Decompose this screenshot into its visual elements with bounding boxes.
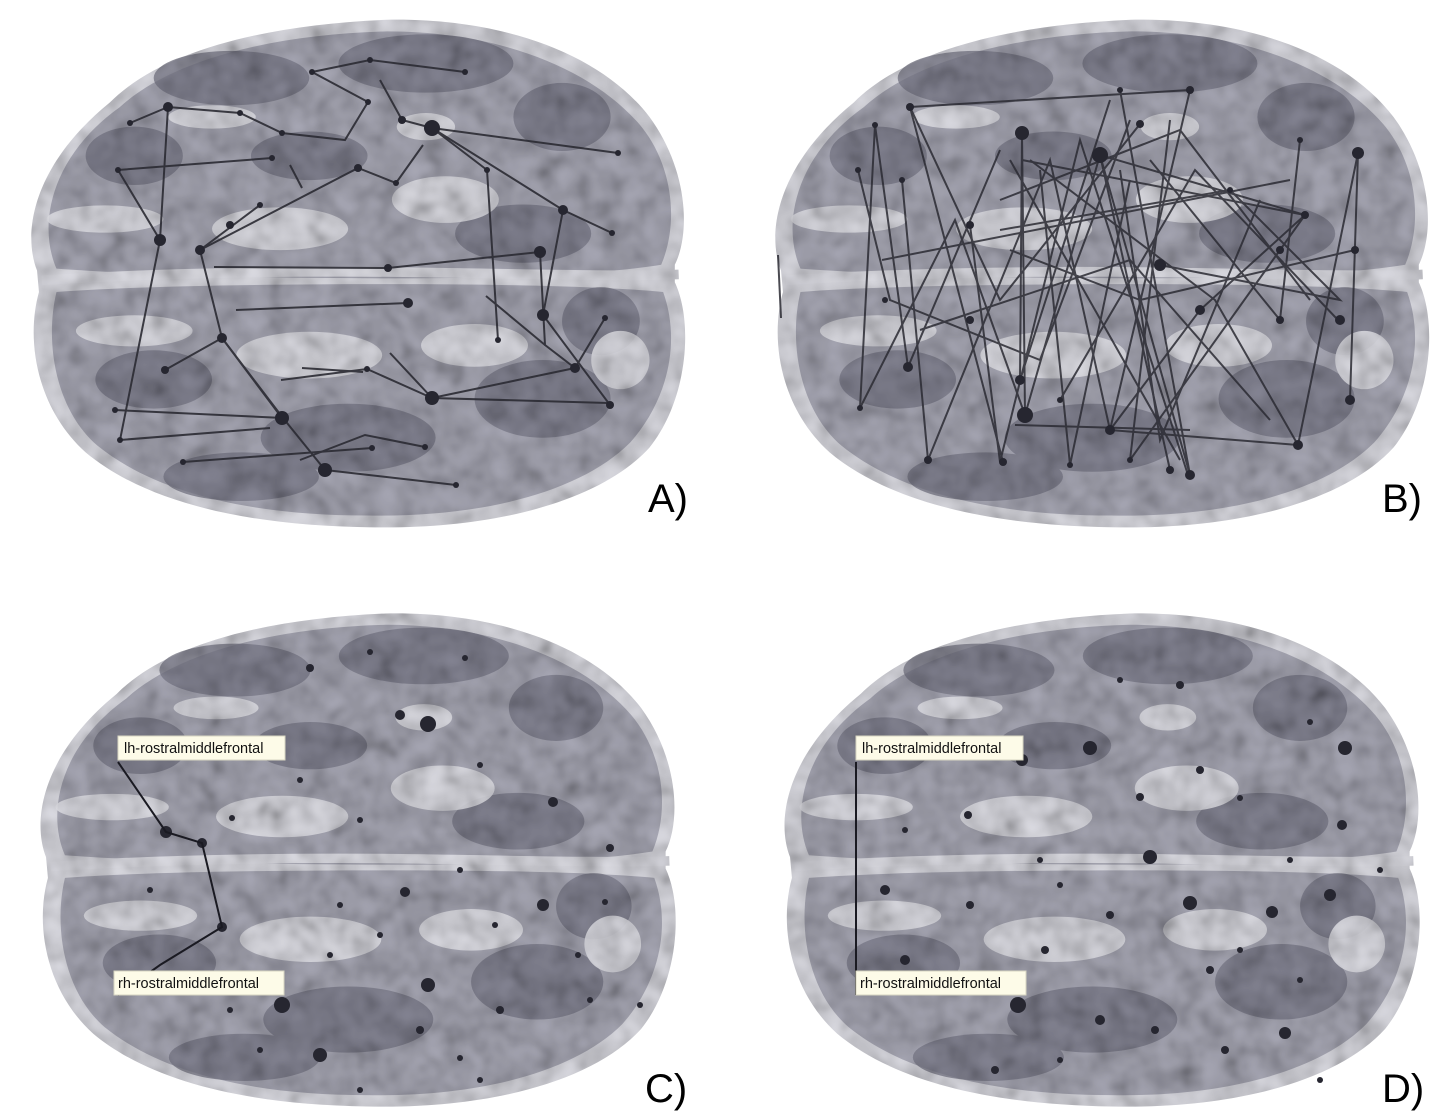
roi-label-right-c: rh-rostralmiddlefrontal [113,970,285,996]
roi-label-right-d-text: rh-rostralmiddlefrontal [860,976,1001,992]
network-nodes-c [147,649,643,1093]
roi-label-right-d: rh-rostralmiddlefrontal [855,970,1027,996]
roi-label-right-c-text: rh-rostralmiddlefrontal [118,976,259,992]
roi-label-left-d-text: lh-rostralmiddlefrontal [862,741,1001,757]
network-nodes-b [855,86,1364,480]
roi-label-left-c-text: lh-rostralmiddlefrontal [124,741,263,757]
network-nodes-a [112,57,621,488]
panel-letter-a: A) [648,477,688,521]
network-nodes-d [880,677,1383,1083]
panel-letter-c: C) [645,1067,687,1111]
brain-background-c [41,613,676,1106]
brain-background-d [785,613,1420,1106]
roi-label-left-d: lh-rostralmiddlefrontal [855,735,1024,761]
panel-letter-b: B) [1382,477,1422,521]
shortest-path-c [117,761,224,996]
panel-letter-d: D) [1382,1067,1424,1111]
roi-label-left-c: lh-rostralmiddlefrontal [117,735,286,761]
